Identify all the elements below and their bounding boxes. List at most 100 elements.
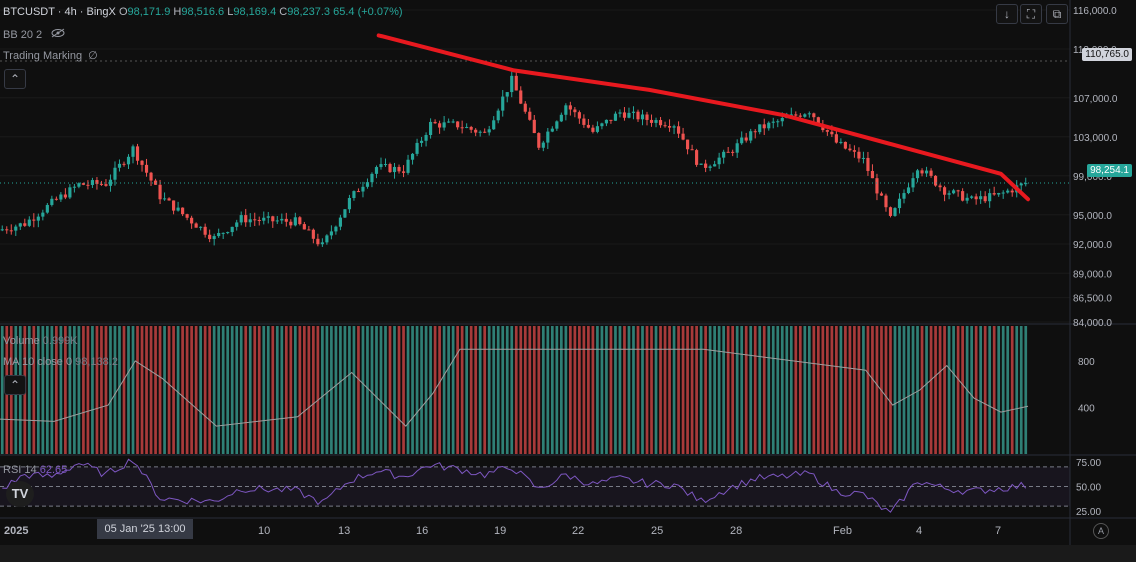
volume-bar xyxy=(208,326,212,454)
volume-bar xyxy=(226,326,230,454)
volume-bar xyxy=(293,326,297,454)
candle-body xyxy=(906,187,911,194)
volume-bar xyxy=(771,326,775,454)
symbol-title[interactable]: BTCUSDT · 4h · BingX xyxy=(3,6,116,18)
bb-indicator[interactable]: BB 20 2 xyxy=(3,28,65,41)
volume-bar xyxy=(934,326,937,454)
volume-bar xyxy=(564,326,568,454)
candle-body xyxy=(992,193,996,195)
time-tick-label: 10 xyxy=(258,525,271,537)
candle-body xyxy=(816,117,820,124)
rsi-indicator[interactable]: RSI 14 62.65 xyxy=(3,464,67,476)
volume-bar xyxy=(668,326,671,454)
volume-bar xyxy=(316,326,320,454)
candle-body xyxy=(740,137,744,144)
candle-body xyxy=(167,198,171,201)
candles xyxy=(0,69,1028,247)
volume-bar xyxy=(266,326,270,454)
volume-tick-label: 400 xyxy=(1078,403,1095,414)
volume-bar xyxy=(758,326,762,454)
volume-bar xyxy=(952,326,955,454)
candle-body xyxy=(699,163,703,165)
candle-body xyxy=(568,105,572,110)
ma-indicator[interactable]: MA 10 close 0 98,138.2 xyxy=(3,356,118,368)
volume-bar xyxy=(289,326,293,454)
volume-bar xyxy=(352,326,356,454)
volume-bar xyxy=(136,326,139,454)
volume-bar xyxy=(541,326,545,454)
volume-bar xyxy=(853,326,856,454)
move-down-button[interactable]: ↓ xyxy=(996,4,1018,24)
candle-body xyxy=(631,111,636,113)
volume-bar xyxy=(587,326,590,454)
candle-body xyxy=(496,110,500,121)
volume-bar xyxy=(163,326,166,454)
eye-off-icon[interactable] xyxy=(51,28,65,41)
fullscreen-button[interactable]: ⛶ xyxy=(1020,4,1042,24)
volume-bar xyxy=(726,326,730,454)
candle-body xyxy=(902,193,906,199)
screenshot-button[interactable]: ⧉ xyxy=(1046,4,1068,24)
volume-bar xyxy=(627,326,631,454)
bb-label: BB 20 2 xyxy=(3,29,43,41)
candle-body xyxy=(514,75,518,91)
volume-bar xyxy=(339,326,342,454)
volume-bar xyxy=(762,326,766,454)
volume-indicator[interactable]: Volume 0.999K xyxy=(3,335,78,347)
volume-bar xyxy=(203,326,207,454)
volume-bar xyxy=(767,326,771,454)
volume-bar xyxy=(537,326,541,454)
candle-body xyxy=(343,209,347,218)
price-tick-label: 107,000.0 xyxy=(1073,94,1118,105)
volume-bar xyxy=(559,326,563,454)
volume-bar xyxy=(961,326,964,454)
collapse-indicators-button[interactable]: ⌃ xyxy=(4,69,26,89)
candle-body xyxy=(537,133,541,148)
candle-body xyxy=(879,193,884,196)
volume-bar xyxy=(375,326,378,454)
volume-bar xyxy=(149,326,153,454)
volume-bar xyxy=(690,326,694,454)
candle-body xyxy=(897,198,902,209)
volume-bar xyxy=(862,326,865,454)
volume-bar xyxy=(442,326,446,454)
candle-body xyxy=(830,131,834,135)
volume-bar xyxy=(384,326,387,454)
volume-bar xyxy=(298,326,302,454)
tradingview-logo[interactable]: TV xyxy=(6,481,34,507)
volume-bar xyxy=(411,326,414,454)
volume-bar xyxy=(677,326,680,454)
volume-bar xyxy=(514,326,518,454)
candle-body xyxy=(1010,190,1014,193)
volume-bar xyxy=(569,326,572,454)
volume-bar xyxy=(591,326,595,454)
candle-body xyxy=(658,120,663,126)
candle-body xyxy=(217,232,221,237)
collapse-volume-button[interactable]: ⌃ xyxy=(4,375,26,395)
volume-bar xyxy=(27,326,31,454)
candle-body xyxy=(456,121,460,128)
chevron-up-icon: ⌃ xyxy=(9,72,21,86)
volume-bar xyxy=(280,326,284,454)
close-label: C xyxy=(279,6,288,18)
ma-label: MA 10 close 0 xyxy=(3,356,73,368)
candle-body xyxy=(649,119,654,123)
candle-body xyxy=(307,229,311,231)
volume-bar xyxy=(284,326,288,454)
candle-body xyxy=(564,105,568,115)
rsi-line xyxy=(2,458,1027,513)
candle-body xyxy=(68,187,72,198)
auto-scale-button[interactable]: A xyxy=(1093,523,1109,539)
open-value: 98,171.9 xyxy=(127,6,171,18)
volume-bar xyxy=(221,326,225,454)
high-value: 98,516.6 xyxy=(181,6,225,18)
candle-body xyxy=(622,112,627,118)
candle-body xyxy=(807,113,811,115)
volume-bar xyxy=(807,326,811,454)
rsi-tick-label: 75.00 xyxy=(1076,458,1101,469)
trading-marking-indicator[interactable]: Trading Marking ∅ xyxy=(3,49,98,62)
candle-body xyxy=(947,193,951,195)
